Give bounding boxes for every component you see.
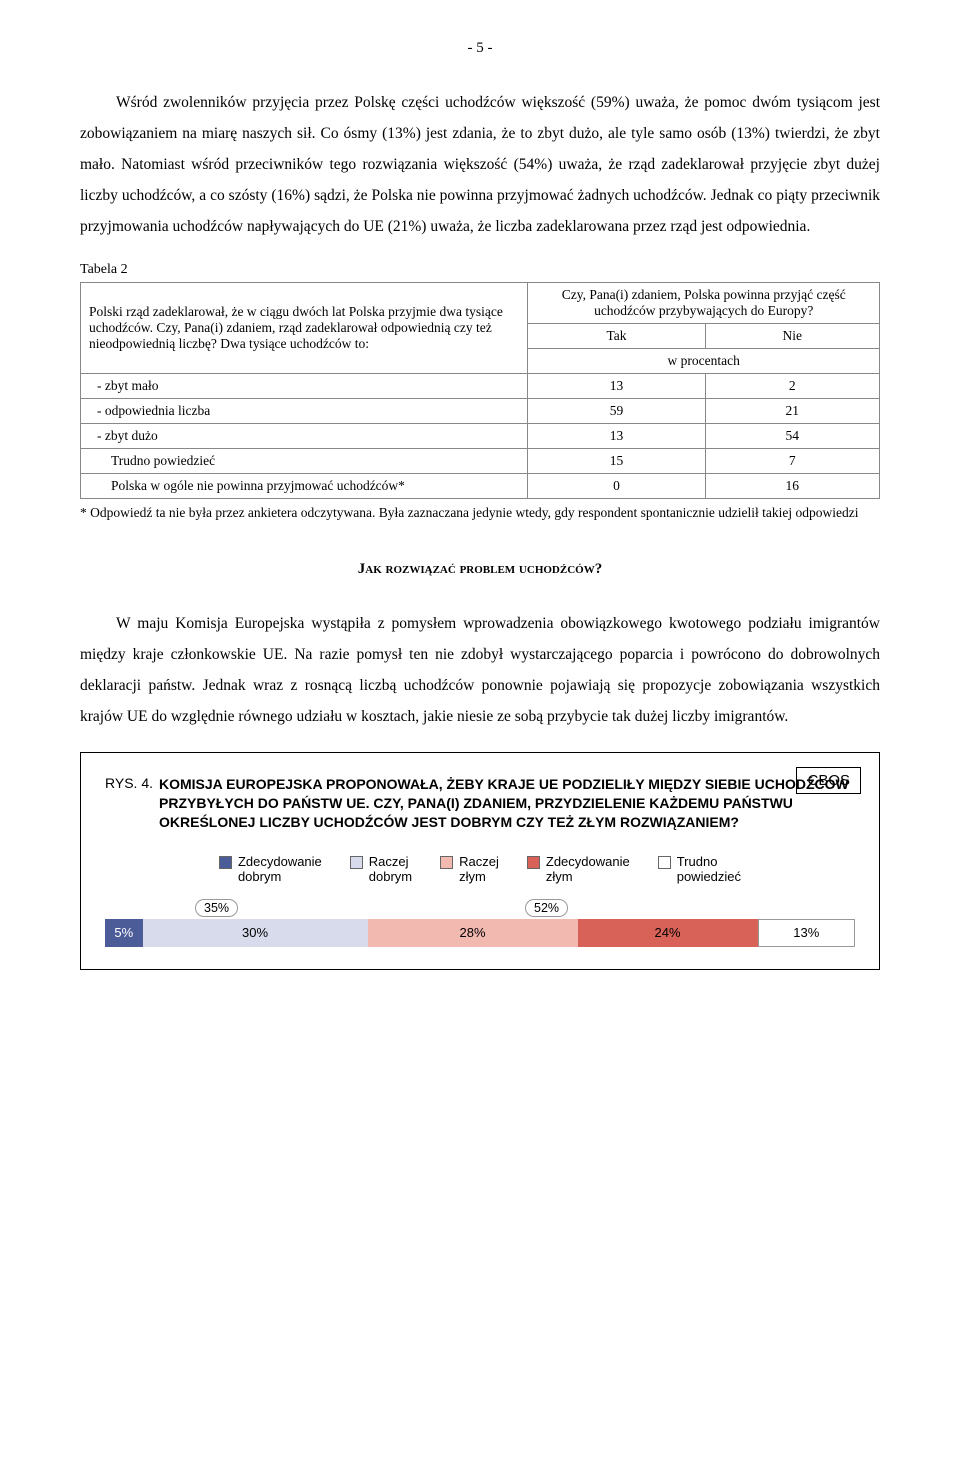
cell-yes: 15 (528, 449, 705, 474)
legend-item: Raczejzłym (440, 854, 499, 885)
row-label: - zbyt mało (81, 374, 528, 399)
chart-container: CBOS RYS. 4. KOMISJA EUROPEJSKA PROPONOW… (80, 752, 880, 970)
bar-segment: 13% (758, 919, 856, 947)
section-heading: Jak rozwiązać problem uchodźców? (80, 561, 880, 578)
cell-yes: 13 (528, 424, 705, 449)
legend-swatch (350, 856, 363, 869)
callout: 35% (195, 899, 238, 917)
legend-swatch (440, 856, 453, 869)
rys-label: RYS. 4. (105, 775, 153, 832)
legend-text: Trudnopowiedzieć (677, 854, 741, 885)
cell-yes: 13 (528, 374, 705, 399)
cell-no: 16 (705, 474, 879, 499)
legend-item: Raczejdobrym (350, 854, 412, 885)
legend-swatch (527, 856, 540, 869)
col-no: Nie (705, 324, 879, 349)
row-label: - odpowiednia liczba (81, 399, 528, 424)
legend-item: Zdecydowaniedobrym (219, 854, 322, 885)
legend-text: Raczejdobrym (369, 854, 412, 885)
bar-chart-wrap: 35% 52% 5%30%28%24%13% (105, 901, 855, 947)
table-row: Polska w ogóle nie powinna przyjmować uc… (81, 474, 880, 499)
paragraph-1: Wśród zwolenników przyjęcia przez Polskę… (80, 87, 880, 242)
table-unit: w procentach (528, 349, 880, 374)
legend-text: Raczejzłym (459, 854, 499, 885)
cell-no: 2 (705, 374, 879, 399)
row-label: - zbyt dużo (81, 424, 528, 449)
legend-item: Trudnopowiedzieć (658, 854, 741, 885)
bar-segment: 30% (143, 919, 368, 947)
callout: 52% (525, 899, 568, 917)
chart-legend: Zdecydowaniedobrym Raczejdobrym Raczejzłym… (105, 854, 855, 885)
row-label: Polska w ogóle nie powinna przyjmować uc… (81, 474, 528, 499)
cell-no: 21 (705, 399, 879, 424)
row-label: Trudno powiedzieć (81, 449, 528, 474)
legend-text: Zdecydowaniedobrym (238, 854, 322, 885)
paragraph-2: W maju Komisja Europejska wystąpiła z po… (80, 608, 880, 732)
cell-yes: 59 (528, 399, 705, 424)
legend-text: Zdecydowaniezłym (546, 854, 630, 885)
table-question-right: Czy, Pana(i) zdaniem, Polska powinna prz… (528, 283, 880, 324)
cell-no: 54 (705, 424, 879, 449)
table-row: - zbyt mało132 (81, 374, 880, 399)
table-label: Tabela 2 (80, 262, 880, 278)
table-footnote: * Odpowiedź ta nie była przez ankietera … (80, 505, 880, 521)
page-number: - 5 - (80, 40, 880, 57)
bar-segment: 5% (105, 919, 143, 947)
table-question-left: Polski rząd zadeklarował, że w ciągu dwó… (81, 283, 528, 374)
bar-segment: 28% (368, 919, 578, 947)
chart-title: KOMISJA EUROPEJSKA PROPONOWAŁA, ŻEBY KRA… (159, 775, 855, 832)
legend-swatch (658, 856, 671, 869)
cbos-label: CBOS (796, 767, 861, 794)
table-row: - odpowiednia liczba5921 (81, 399, 880, 424)
table-2: Polski rząd zadeklarował, że w ciągu dwó… (80, 282, 880, 499)
legend-swatch (219, 856, 232, 869)
legend-item: Zdecydowaniezłym (527, 854, 630, 885)
col-yes: Tak (528, 324, 705, 349)
table-row: Trudno powiedzieć157 (81, 449, 880, 474)
bar-chart: 5%30%28%24%13% (105, 919, 855, 947)
table-row: - zbyt dużo1354 (81, 424, 880, 449)
cell-no: 7 (705, 449, 879, 474)
bar-segment: 24% (578, 919, 758, 947)
cell-yes: 0 (528, 474, 705, 499)
